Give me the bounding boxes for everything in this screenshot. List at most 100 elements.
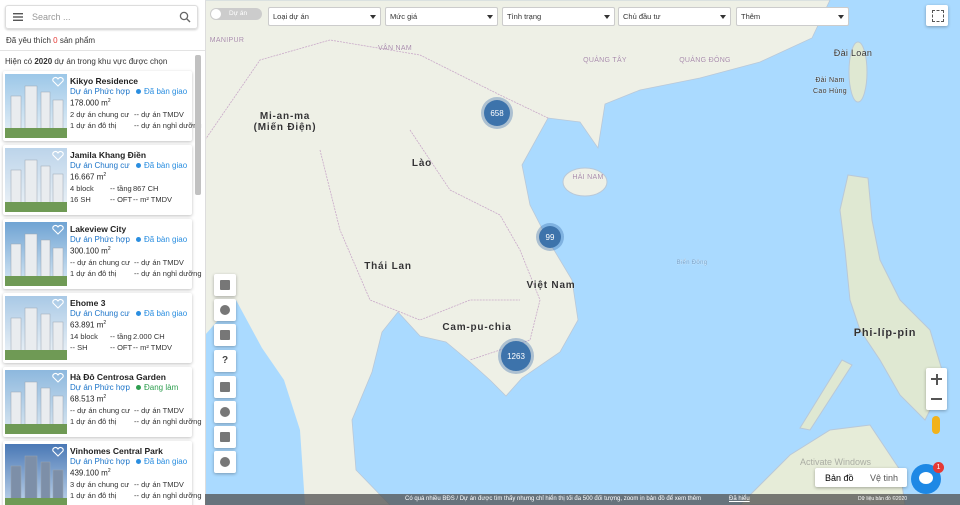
status-dot xyxy=(136,237,141,242)
project-area: 16.667 m2 xyxy=(70,172,106,182)
favorites-prefix: Đã yêu thích xyxy=(6,36,51,45)
building xyxy=(52,395,64,434)
favorites: Đã yêu thích 0 sản phẩm xyxy=(6,36,95,45)
tool-icon xyxy=(220,432,230,442)
menu-icon[interactable] xyxy=(13,13,23,21)
filter-dropdown[interactable]: Chủ đầu tư xyxy=(618,7,731,26)
dropdown-caret xyxy=(370,15,376,19)
project-name: Ehome 3 xyxy=(70,298,106,308)
zoom-out xyxy=(931,398,942,400)
project-stat: -- dự án TMDV xyxy=(134,480,184,489)
project-thumbnail[interactable] xyxy=(5,222,67,286)
layer-toggle[interactable] xyxy=(210,8,262,20)
map-tool-button[interactable] xyxy=(214,376,236,398)
divider xyxy=(0,50,205,51)
project-stat: 1 dự án đô thị xyxy=(70,121,117,130)
building xyxy=(10,391,22,434)
map-label: Đài Loan xyxy=(834,48,872,58)
area-unit-sup: 2 xyxy=(107,98,111,104)
map-tool-button[interactable] xyxy=(214,324,236,346)
ground xyxy=(5,128,67,138)
tool-icon xyxy=(220,407,230,417)
filter-dropdown[interactable]: Thêm xyxy=(736,7,849,26)
project-card[interactable]: Kikyo Residence Dự án Phức hợp Đã bàn giao… xyxy=(3,71,202,141)
dropdown-label: Chủ đầu tư xyxy=(623,12,661,21)
heart-icon[interactable] xyxy=(52,298,64,309)
project-thumbnail[interactable] xyxy=(5,148,67,212)
status-dot xyxy=(136,459,141,464)
map-label: Thái Lan xyxy=(364,261,412,272)
project-thumbnail[interactable] xyxy=(5,444,67,505)
project-thumbnail[interactable] xyxy=(5,74,67,138)
chat-icon xyxy=(919,472,933,484)
building xyxy=(40,239,51,286)
project-card[interactable]: Hà Đô Centrosa Garden Dự án Phức hợp Đang … xyxy=(3,367,202,437)
project-card[interactable]: Vinhomes Central Park Dự án Phức hợp Đã bà… xyxy=(3,441,202,505)
map-tool-button[interactable] xyxy=(214,299,236,321)
map-label: VÂN NAM xyxy=(378,43,412,52)
border xyxy=(205,39,549,141)
heart-icon[interactable] xyxy=(52,76,64,87)
area-unit: m xyxy=(96,172,104,182)
pegman[interactable] xyxy=(932,416,940,434)
project-card[interactable]: Ehome 3 Dự án Chung cư Đã bàn giao 63.891 m… xyxy=(3,293,192,363)
project-thumbnail[interactable] xyxy=(5,296,67,360)
dropdown-caret xyxy=(604,15,610,19)
project-stat: -- dự án nghỉ dưỡng xyxy=(134,269,202,278)
heart-icon[interactable] xyxy=(52,150,64,161)
building xyxy=(24,381,38,434)
building xyxy=(52,247,64,286)
project-card[interactable]: Jamila Khang Điền Dự án Chung cư Đã bàn gi… xyxy=(3,145,192,215)
scrollbar[interactable] xyxy=(195,55,201,195)
filter-dropdown[interactable]: Mức giá xyxy=(385,7,498,26)
notice-action[interactable]: Đã hiểu xyxy=(729,496,750,502)
project-status: Đang làm xyxy=(144,383,179,392)
map-tool-button[interactable] xyxy=(214,426,236,448)
project-stat: -- dự án nghỉ dưỡng xyxy=(134,491,202,500)
summary: Hiện có 2020 dự án trong khu vực được ch… xyxy=(5,57,167,66)
project-stat: -- tầng xyxy=(110,332,132,341)
filter-dropdown[interactable]: Loại dự án xyxy=(268,7,381,26)
project-area: 178.000 m2 xyxy=(70,98,111,108)
toggle-label: Dự án xyxy=(229,10,248,17)
cluster-marker[interactable] xyxy=(539,226,561,248)
map-type-satellite[interactable]: Vệ tinh xyxy=(870,473,899,483)
project-card[interactable]: Lakeview City Dự án Phức hợp Đã bàn giao 30… xyxy=(3,219,202,289)
project-stat: 14 block xyxy=(70,332,98,341)
filter-dropdown[interactable]: Tình trạng xyxy=(502,7,615,26)
search-box[interactable]: Search ... xyxy=(5,5,198,29)
map-label: Biển Đông xyxy=(677,259,708,266)
map-tool-button[interactable] xyxy=(214,401,236,423)
map-type-control[interactable]: Bản đồ Vệ tinh xyxy=(815,468,907,487)
help-icon: ? xyxy=(222,355,229,366)
heart-icon[interactable] xyxy=(52,224,64,235)
area-unit: m xyxy=(96,320,104,330)
building xyxy=(52,321,64,360)
map-type-map[interactable]: Bản đồ xyxy=(825,473,854,483)
project-status: Đã bàn giao xyxy=(144,309,188,318)
heart-icon[interactable] xyxy=(52,446,64,457)
cluster-marker[interactable] xyxy=(501,341,531,371)
dropdown-label: Thêm xyxy=(741,12,761,21)
building xyxy=(52,173,64,212)
chat-badge: 1 xyxy=(933,462,944,473)
status-dot xyxy=(136,89,141,94)
project-stat: 2.000 CH xyxy=(133,332,165,341)
map-label: (Miến Điện) xyxy=(254,121,317,133)
map-tool-button[interactable]: ? xyxy=(214,350,236,372)
map[interactable]: VÂN NAM QUẢNG TÂY QUẢNG ĐÔNG Đài Loan Đài Na… xyxy=(205,0,960,505)
search-icon[interactable] xyxy=(179,11,191,23)
map-tool-button[interactable] xyxy=(214,274,236,296)
project-stat: 3 dự án chung cư xyxy=(70,480,130,489)
area-unit-sup: 2 xyxy=(107,468,111,474)
area-unit-sup: 2 xyxy=(103,172,107,178)
project-thumbnail[interactable] xyxy=(5,370,67,434)
watermark: Activate Windows xyxy=(800,457,872,467)
project-stat: -- dự án chung cư xyxy=(70,406,131,415)
heart-icon[interactable] xyxy=(52,372,64,383)
building xyxy=(40,387,51,434)
map-tool-button[interactable] xyxy=(214,451,236,473)
project-type: Dự án Phức hợp xyxy=(70,383,130,392)
cluster-marker[interactable] xyxy=(484,100,510,126)
project-stat: -- dự án TMDV xyxy=(134,110,184,119)
